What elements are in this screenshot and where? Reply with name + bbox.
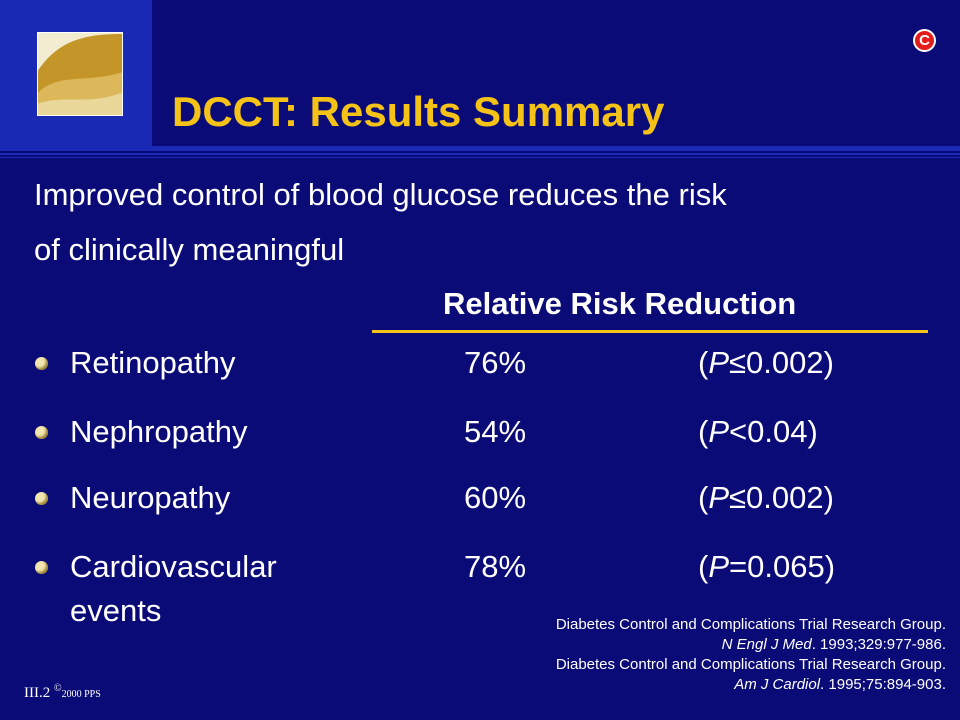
p-value: (P≤0.002): [698, 480, 834, 515]
bullet-icon: [35, 357, 48, 370]
logo-icon: [37, 32, 123, 116]
intro-line-1: Improved control of blood glucose reduce…: [34, 177, 727, 212]
bullet-icon: [35, 426, 48, 439]
table-row: Retinopathy 76% (P≤0.002): [0, 341, 960, 411]
header-divider: [0, 146, 960, 151]
p-value: (P≤0.002): [698, 345, 834, 380]
logo-panel: [0, 0, 152, 146]
risk-reduction-value: 78%: [464, 549, 527, 584]
copyright-c-icon: C: [913, 29, 936, 52]
table-row: Neuropathy 60% (P≤0.002): [0, 476, 960, 546]
reference-2-authors: Diabetes Control and Complications Trial…: [555, 656, 946, 673]
risk-reduction-value: 60%: [464, 480, 527, 515]
row-label: Neuropathy: [70, 480, 231, 515]
reference-1-citation: N Engl J Med. 1993;329:977-986.: [721, 636, 946, 653]
row-label-continued: events: [70, 593, 162, 628]
reference-2-citation: Am J Cardiol. 1995;75:894-903.: [734, 676, 946, 693]
table-row: Cardiovascular events 78% (P=0.065): [0, 545, 960, 635]
column-header-underline: [372, 330, 928, 333]
row-label: Cardiovascular: [70, 549, 277, 584]
intro-line-2: of clinically meaningful: [34, 232, 345, 267]
slide-title: DCCT: Results Summary: [172, 88, 665, 135]
row-label: Nephropathy: [70, 414, 248, 449]
reference-1-authors: Diabetes Control and Complications Trial…: [555, 616, 946, 633]
bullet-icon: [35, 492, 48, 505]
header-divider-thin: [0, 153, 960, 155]
column-header: Relative Risk Reduction: [443, 286, 797, 321]
row-label: Retinopathy: [70, 345, 236, 380]
p-value: (P=0.065): [698, 549, 836, 584]
risk-reduction-value: 54%: [464, 414, 527, 449]
table-row: Nephropathy 54% (P<0.04): [0, 410, 960, 480]
p-value: (P<0.04): [698, 414, 818, 449]
risk-reduction-value: 76%: [464, 345, 527, 380]
bullet-icon: [35, 561, 48, 574]
references: Diabetes Control and Complications Trial…: [556, 615, 946, 695]
slide-footer: III.2 ©2000 PPS: [24, 683, 101, 701]
header-divider-hairline: [0, 157, 960, 158]
